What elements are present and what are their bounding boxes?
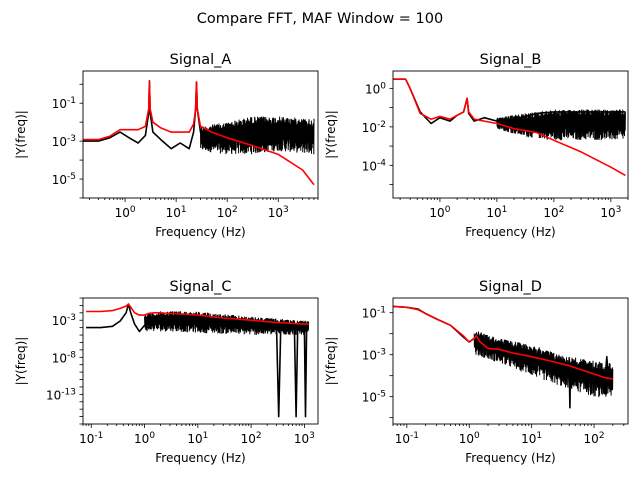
plot-area: [393, 78, 626, 177]
y-tick-label: 10-3: [52, 313, 76, 328]
y-axis-label: |Y(freq)|: [324, 337, 338, 386]
subplot-title: Signal_A: [170, 52, 232, 68]
noise-band: [496, 109, 626, 141]
x-tick-label: 101: [166, 205, 187, 220]
subplot-title: Signal_B: [480, 52, 542, 68]
y-tick-label: 10-8: [52, 350, 77, 365]
plot-area: [83, 80, 315, 186]
subplot-title: Signal_D: [479, 279, 542, 295]
x-tick-label: 103: [600, 205, 621, 220]
subplot-title: Signal_C: [170, 279, 232, 295]
y-axis: 10-1 10-3 10-5 |Y(freq)|: [14, 83, 83, 199]
x-axis-label: Frequency (Hz): [465, 451, 556, 465]
x-tick-label: 101: [521, 431, 542, 446]
x-tick-label: 102: [543, 205, 564, 220]
x-axis: 100 101 102 103 Frequency (Hz): [88, 198, 319, 239]
y-tick-label: 10-3: [52, 134, 76, 149]
y-axis: 100 10-2 10-4 |Y(freq)|: [324, 81, 393, 185]
y-axis: 10-1 10-3 10-5 |Y(freq)|: [324, 306, 393, 419]
series-line: [393, 305, 613, 380]
series-filtered: [393, 78, 626, 177]
x-axis: 100 101 102 103 Frequency (Hz): [399, 198, 629, 239]
y-tick-label: 10-1: [362, 306, 386, 321]
y-axis-label: |Y(freq)|: [14, 337, 28, 386]
x-tick-label: 103: [268, 205, 289, 220]
axes-frame: [392, 297, 629, 425]
y-tick-label: 10-5: [362, 390, 386, 405]
x-tick-label: 10-1: [79, 431, 103, 446]
x-tick-label: 100: [115, 205, 136, 220]
series-line: [393, 78, 626, 177]
plot-area: [393, 305, 614, 409]
y-tick-label: 10-13: [46, 387, 76, 402]
axes-frame: [82, 297, 319, 425]
series-filtered: [83, 80, 315, 186]
x-tick-label: 103: [294, 431, 315, 446]
noise-band: [200, 116, 315, 155]
x-axis-label: Frequency (Hz): [155, 225, 246, 239]
series-line: [83, 80, 315, 186]
x-axis: 10-1 100 101 102 103 Frequency (Hz): [79, 424, 315, 465]
y-axis-label: |Y(freq)|: [14, 110, 28, 159]
y-tick-label: 100: [365, 81, 386, 96]
x-tick-label: 101: [187, 431, 208, 446]
plot-area: [86, 303, 310, 418]
y-tick-label: 10-5: [52, 172, 76, 187]
x-tick-label: 102: [584, 431, 605, 446]
series-line: [86, 303, 309, 325]
series-filtered: [393, 305, 613, 380]
x-axis: 10-1 100 101 102 Frequency (Hz): [392, 424, 625, 465]
x-tick-label: 100: [459, 431, 480, 446]
series-filtered: [86, 303, 309, 325]
axes-frame: [392, 70, 629, 199]
x-tick-label: 10-1: [395, 431, 419, 446]
y-tick-label: 10-4: [362, 158, 387, 173]
x-tick-label: 102: [241, 431, 262, 446]
x-axis-label: Frequency (Hz): [465, 225, 556, 239]
x-tick-label: 100: [134, 431, 155, 446]
y-tick-label: 10-2: [362, 120, 386, 135]
subplot-signal-b: Signal_B 100 101 102 103 Frequency (Hz) 100 10-…: [324, 52, 629, 239]
y-tick-label: 10-1: [52, 96, 76, 111]
series-line: [83, 80, 315, 150]
y-axis-label: |Y(freq)|: [324, 110, 338, 159]
y-axis: 10-3 10-8 10-13 |Y(freq)|: [14, 297, 83, 425]
x-tick-label: 102: [217, 205, 238, 220]
x-tick-label: 101: [486, 205, 507, 220]
x-tick-label: 100: [429, 205, 450, 220]
y-tick-label: 10-3: [362, 348, 386, 363]
figure-suptitle: Compare FFT, MAF Window = 100: [197, 11, 443, 27]
series-raw: [83, 80, 315, 155]
noise-band: [473, 331, 614, 398]
x-axis-label: Frequency (Hz): [155, 451, 246, 465]
